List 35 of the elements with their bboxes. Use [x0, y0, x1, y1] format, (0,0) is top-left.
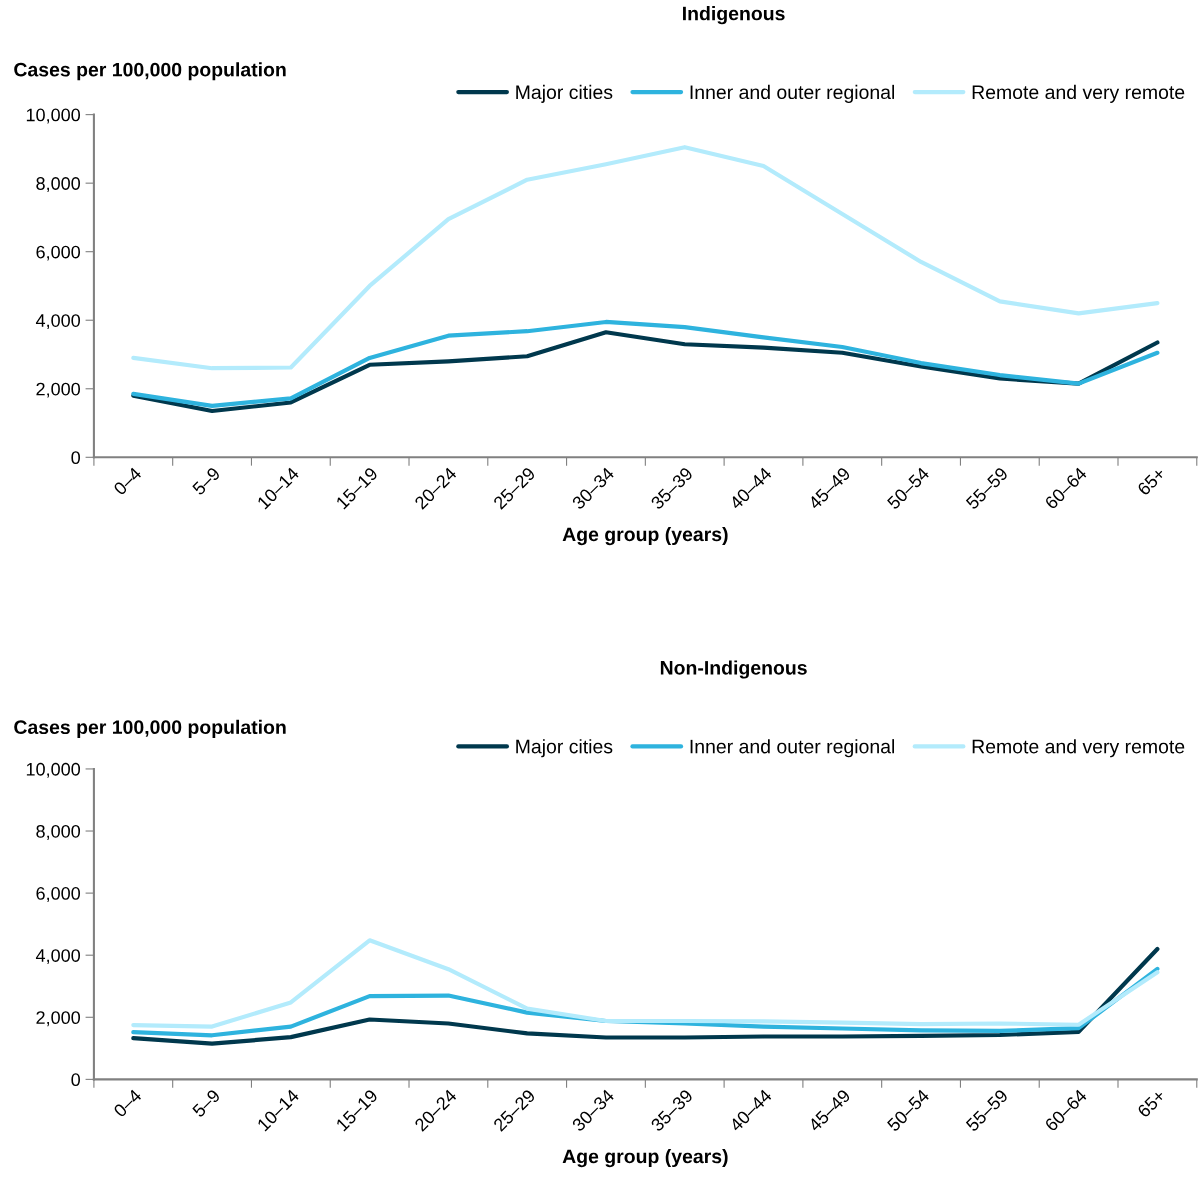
legend-label: Inner and outer regional [690, 739, 895, 758]
y-tick-label: 4,000 [35, 314, 81, 330]
y-axis-title: Cases per 100,000 population [14, 62, 286, 81]
x-tick-label: 0–4 [112, 1088, 143, 1118]
y-tick-label: 10,000 [26, 108, 81, 124]
y-tick-label: 4,000 [35, 949, 81, 965]
x-tick-label: 65+ [1136, 466, 1167, 497]
x-axis-title: Age group (years) [562, 1149, 728, 1168]
y-tick-label: 6,000 [36, 245, 81, 261]
x-tick-label: 5–9 [191, 1088, 221, 1118]
y-tick-label: 2,000 [36, 382, 81, 398]
y-tick-label: 0 [71, 1073, 81, 1087]
y-tick-label: 2,000 [36, 1011, 81, 1027]
y-tick-label: 6,000 [36, 887, 81, 902]
x-tick-label: 0–4 [112, 466, 143, 496]
line-series [131, 330, 1160, 414]
x-tick-label: 65+ [1136, 1088, 1167, 1119]
y-tick-label: 8,000 [36, 177, 81, 193]
y-tick-label: 8,000 [36, 824, 81, 840]
legend-label: Major cities [516, 84, 613, 103]
y-axis-title: Cases per 100,000 population [14, 719, 286, 738]
y-tick-label: 0 [71, 451, 81, 465]
x-tick-label: 5–9 [191, 466, 221, 496]
line-series [131, 946, 1160, 1046]
line-series [131, 145, 1160, 371]
y-tick-label: 10,000 [26, 762, 81, 778]
chart-title: Non-Indigenous [660, 660, 807, 679]
legend-label: Major cities [516, 739, 613, 758]
line-series [131, 938, 1160, 1029]
chart-title: Indigenous [683, 6, 785, 25]
x-axis-title: Age group (years) [562, 526, 728, 546]
legend-label: Inner and outer regional [690, 84, 895, 103]
legend-label: Remote and very remote [972, 84, 1185, 103]
legend-label: Remote and very remote [972, 739, 1185, 758]
line-series [131, 319, 1160, 408]
